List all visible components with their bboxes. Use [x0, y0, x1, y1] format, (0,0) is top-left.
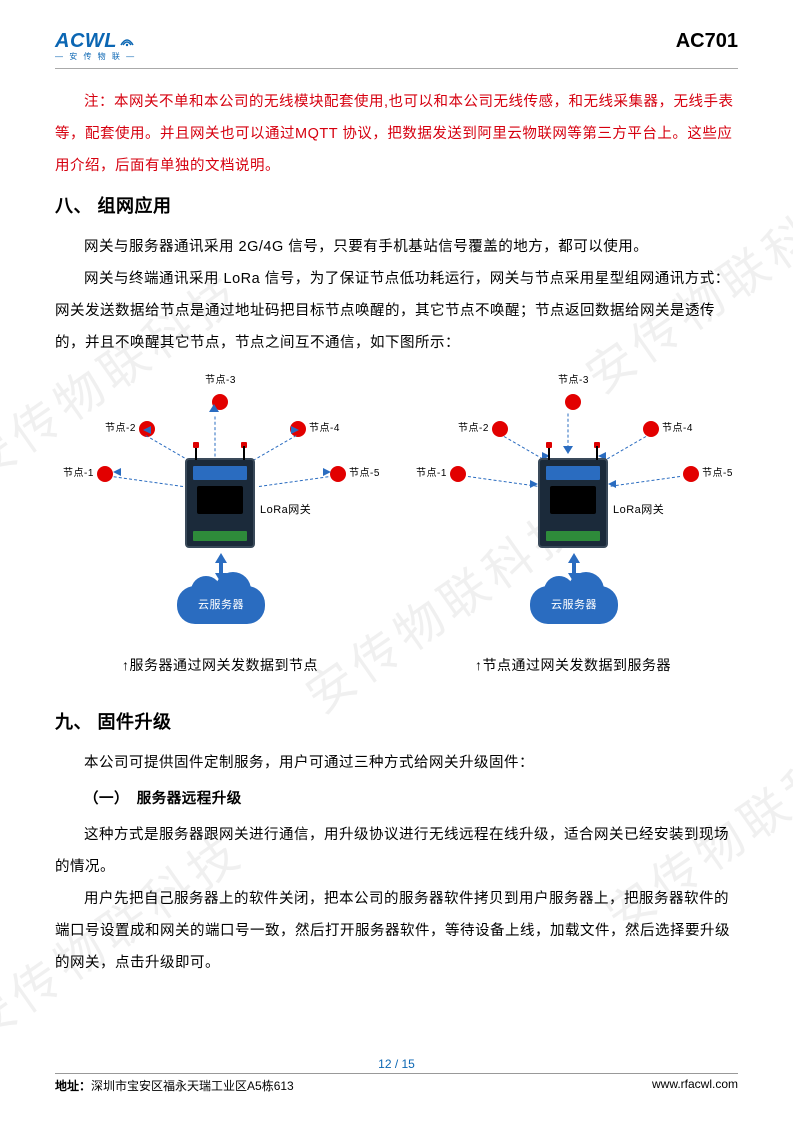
node-5: 节点-5: [683, 463, 733, 485]
doc-code: AC701: [676, 30, 738, 53]
diagram-right-caption: ↑节点通过网关发数据到服务器: [408, 650, 738, 681]
footer-url: www.rfacwl.com: [652, 1077, 738, 1094]
gateway-label: LoRa网关: [613, 498, 664, 522]
page-header: ACWL — 安 传 物 联 — AC701: [55, 30, 738, 69]
section-9-p1: 本公司可提供固件定制服务，用户可通过三种方式给网关升级固件：: [55, 748, 738, 780]
section-8-p2: 网关与终端通讯采用 LoRa 信号，为了保证节点低功耗运行，网关与节点采用星型组…: [55, 264, 738, 360]
section-9-title: 九、 固件升级: [55, 703, 738, 743]
diagram-left-caption: ↑服务器通过网关发数据到节点: [55, 650, 385, 681]
section-9-sub1-p1: 这种方式是服务器跟网关进行通信，用升级协议进行无线远程在线升级，适合网关已经安装…: [55, 820, 738, 884]
gateway-icon: [185, 458, 255, 548]
gateway-label: LoRa网关: [260, 498, 311, 522]
node-1: 节点-1: [63, 463, 113, 485]
signal-icon: [119, 33, 135, 50]
cloud-icon: 云服务器: [177, 586, 265, 624]
section-9-sub1-p2: 用户先把自己服务器上的软件关闭，把本公司的服务器软件拷贝到用户服务器上，把服务器…: [55, 884, 738, 980]
node-3: 节点-3: [558, 370, 589, 410]
node-4: 节点-4: [643, 418, 693, 440]
diagram-left: 节点-3 节点-2 节点-4 节点-1 节点-5: [55, 368, 385, 648]
diagram-right: 节点-3 节点-2 节点-4 节点-1 节点-5: [408, 368, 738, 648]
node-5: 节点-5: [330, 463, 380, 485]
section-8-title: 八、 组网应用: [55, 187, 738, 227]
section-8-p1: 网关与服务器通讯采用 2G/4G 信号，只要有手机基站信号覆盖的地方，都可以使用…: [55, 232, 738, 264]
logo: ACWL — 安 传 物 联 —: [55, 30, 136, 62]
footer-address: 地址：深圳市宝安区福永天瑞工业区A5栋613: [55, 1077, 294, 1094]
page-footer: 12 / 15 地址：深圳市宝安区福永天瑞工业区A5栋613 www.rfacw…: [55, 1057, 738, 1094]
section-9-sub1-title: （一） 服务器远程升级: [84, 784, 738, 816]
cloud-icon: 云服务器: [530, 586, 618, 624]
page-number: 12 / 15: [55, 1057, 738, 1074]
logo-subtitle: — 安 传 物 联 —: [55, 51, 136, 62]
node-2: 节点-2: [458, 418, 508, 440]
node-1: 节点-1: [416, 463, 466, 485]
logo-text: ACWL: [55, 30, 117, 53]
note-paragraph: 注：本网关不单和本公司的无线模块配套使用,也可以和本公司无线传感，和无线采集器，…: [55, 87, 738, 183]
gateway-icon: [538, 458, 608, 548]
network-diagram-row: 节点-3 节点-2 节点-4 节点-1 节点-5: [55, 368, 738, 681]
